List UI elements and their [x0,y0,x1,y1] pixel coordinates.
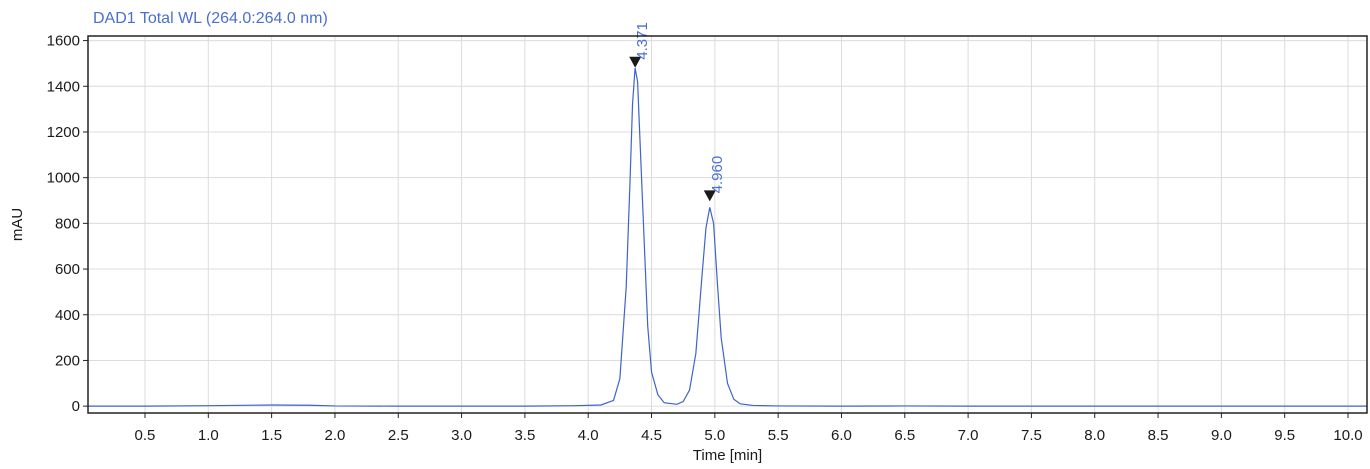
chromatogram-trace [88,67,1367,407]
x-tick-label: 7.0 [958,427,979,444]
x-tick-label: 1.0 [198,427,219,444]
x-tick-label: 5.5 [768,427,789,444]
x-tick-label: 4.0 [578,427,599,444]
x-tick-label: 5.0 [704,427,725,444]
x-tick-label: 7.5 [1021,427,1042,444]
x-tick-label: 6.5 [894,427,915,444]
x-tick-label: 9.0 [1211,427,1232,444]
x-tick-label: 3.5 [514,427,535,444]
x-tick-label: 10.0 [1333,427,1362,444]
y-tick-label: 200 [55,352,80,369]
y-tick-label: 1600 [47,33,80,50]
y-tick-label: 800 [55,215,80,232]
plot-frame [87,35,1368,414]
y-tick-label: 1000 [47,170,80,187]
chart-title: DAD1 Total WL (264.0:264.0 nm) [93,10,328,27]
x-tick-label: 8.0 [1084,427,1105,444]
trace-layer [88,67,1367,407]
peak-label: 4.371 [634,22,651,60]
x-tick-label: 8.5 [1148,427,1169,444]
x-tick-label: 9.5 [1274,427,1295,444]
x-tick-label: 2.5 [388,427,409,444]
y-tick-label: 600 [55,261,80,278]
y-axis-label: mAU [9,208,26,241]
grid-lines [88,36,1367,413]
x-tick-label: 1.5 [261,427,282,444]
peak-markers: 4.371 4.960 [629,22,726,202]
y-tick-label: 400 [55,307,80,324]
axis-ticks: 0.5 1.0 1.5 2.0 2.5 3.0 3.5 4.0 4.5 5.0 5.5 6.0 6.5 7… [47,33,1363,444]
peak-label: 4.960 [709,156,726,194]
x-tick-label: 6.0 [831,427,852,444]
x-tick-label: 3.0 [451,427,472,444]
y-tick-label: 1200 [47,124,80,141]
peak-marker [703,190,716,202]
x-tick-label: 0.5 [135,427,156,444]
y-tick-label: 0 [72,398,80,415]
x-axis-label: Time [min] [693,447,762,464]
y-tick-label: 1400 [47,78,80,95]
x-tick-label: 2.0 [325,427,346,444]
peak-marker [629,56,642,68]
x-tick-label: 4.5 [641,427,662,444]
